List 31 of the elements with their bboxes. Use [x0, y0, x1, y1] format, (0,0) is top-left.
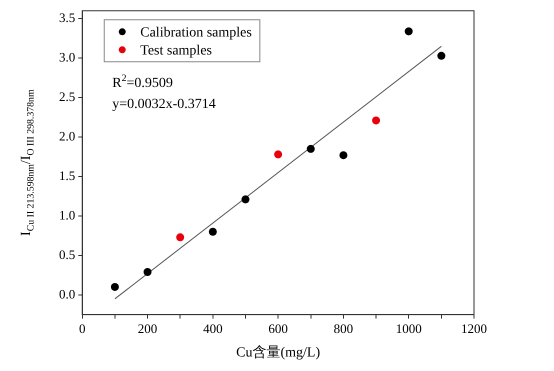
y-tick-label: 0.0 [59, 286, 76, 302]
point [274, 150, 282, 158]
y-tick-label: 3.5 [59, 10, 76, 26]
x-tick-label: 0 [79, 320, 86, 336]
y-axis-title: ICu II 213.598nm/IO III 298.378nm [19, 89, 36, 236]
y-tick-label: 2.0 [59, 128, 76, 144]
y-tick-label: 1.5 [59, 168, 76, 183]
x-axis-title: Cu含量(mg/L) [236, 344, 320, 360]
x-tick-label: 800 [334, 320, 354, 336]
point [372, 116, 380, 124]
point [176, 233, 184, 242]
x-tick-label: 200 [138, 320, 158, 336]
point [241, 195, 250, 204]
y-tick-label: 0.5 [59, 246, 76, 262]
y-tick-label: 2.5 [59, 89, 76, 104]
x-tick-label: 600 [268, 320, 288, 336]
legend-label: Test samples [140, 43, 212, 58]
annotation: y=0.0032x-0.3714 [112, 96, 216, 112]
point [306, 144, 315, 153]
point [208, 228, 217, 236]
x-tick-label: 400 [203, 320, 223, 336]
point [339, 151, 348, 160]
legend-label: Calibration samples [140, 25, 252, 40]
x-tick-label: 1000 [396, 320, 422, 336]
point [404, 27, 413, 36]
y-tick-label: 3.0 [59, 50, 76, 65]
point [144, 268, 152, 276]
x-tick-label: 1200 [461, 320, 487, 336]
point [437, 52, 446, 60]
y-tick-label: 1.0 [59, 207, 76, 222]
point [110, 282, 119, 291]
